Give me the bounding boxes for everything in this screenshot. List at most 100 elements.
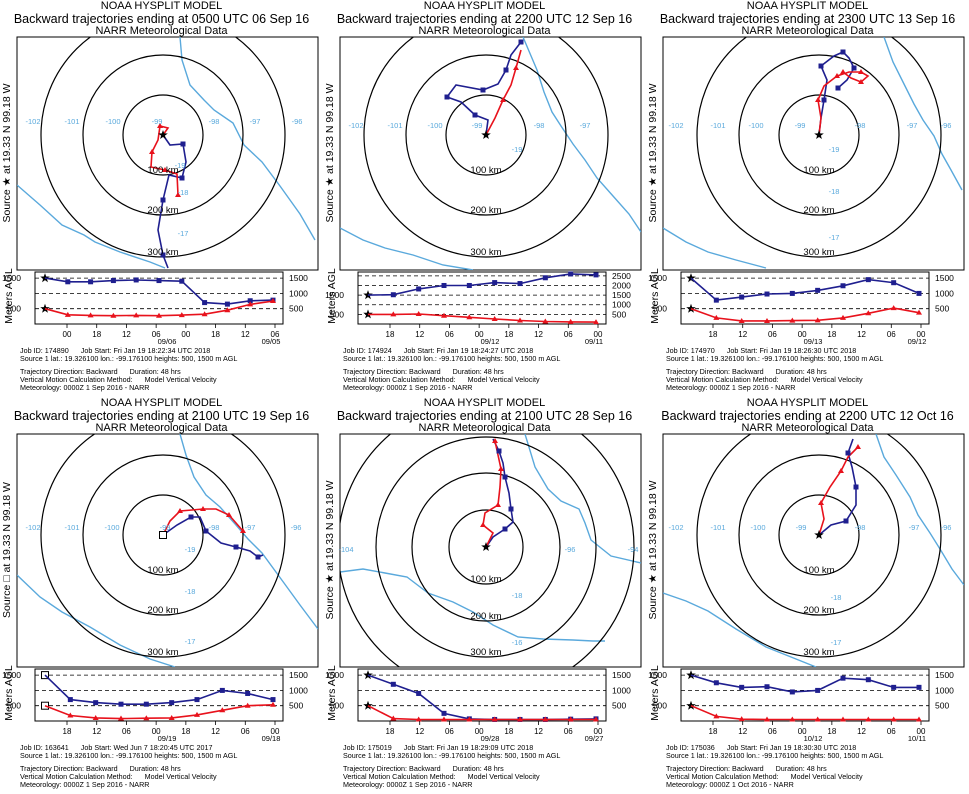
trajectory-marker <box>789 689 795 695</box>
trajectory-marker <box>270 298 276 304</box>
source-star-icon <box>814 130 824 139</box>
trajectory-marker <box>156 278 162 284</box>
river-line <box>663 227 767 269</box>
job-info: Job ID: 175019 Job Start: Fri Jan 19 18:2… <box>343 744 643 789</box>
source-info-line: Source 1 lat.: 19.326100 lon.: -99.17610… <box>343 751 561 760</box>
job-info: Job ID: 163641 Job Start: Wed Jun 7 18:20… <box>20 744 320 789</box>
chart-title: Backward trajectories ending at 0500 UTC… <box>13 12 310 26</box>
job-info: Job ID: 175036 Job Start: Fri Jan 19 18:3… <box>666 744 966 789</box>
source-star-icon <box>686 303 696 313</box>
trajectory-marker <box>472 112 478 118</box>
river-line <box>883 37 963 191</box>
time-tick-label: 18 <box>211 330 220 339</box>
source-star-icon <box>363 700 373 710</box>
trajectory-marker <box>491 315 498 321</box>
longitude-label: -96 <box>941 523 952 532</box>
date-label: 09/19 <box>158 734 177 743</box>
ring-label: 300 km <box>147 247 178 258</box>
source-info-line: Source 1 lat.: 19.326100 lon.: -99.17610… <box>343 354 561 363</box>
map-layer <box>663 434 964 667</box>
vertical-method: Vertical Motion Calculation Method: <box>20 772 133 781</box>
trajectory-marker <box>390 681 396 687</box>
river-line <box>17 184 166 269</box>
job-start: Job Start: Fri Jan 19 18:24:27 UTC 2018 <box>403 346 534 355</box>
vertical-method: Vertical Motion Calculation Method: <box>20 375 133 384</box>
trajectory-marker <box>110 278 116 284</box>
job-start: Job Start: Fri Jan 19 18:29:09 UTC 2018 <box>403 743 534 752</box>
ring-label: 300 km <box>470 247 501 258</box>
vertical-method: Vertical Motion Calculation Method: <box>343 375 456 384</box>
distance-ring <box>448 509 524 585</box>
latitude-label: -17 <box>185 637 196 646</box>
time-tick-label: 18 <box>709 727 718 736</box>
trajectory-marker <box>502 526 508 532</box>
trajectory-marker <box>738 317 745 323</box>
trajectory-marker <box>133 312 140 318</box>
map-layer <box>663 37 963 269</box>
source-info-line: Source 1 lat.: 19.326100 lon.: -99.17610… <box>666 751 884 760</box>
source-info-line: Source 1 lat.: 19.326100 lon.: -99.17610… <box>666 354 884 363</box>
trajectory-marker <box>568 271 574 277</box>
date-label: 09/11 <box>585 337 603 346</box>
time-tick-label: 06 <box>445 727 454 736</box>
height-tick-left: 500 <box>653 701 667 711</box>
trajectory-marker <box>814 716 821 722</box>
trajectory-marker <box>93 700 99 706</box>
vertical-method-value: Model Vertical Velocity <box>467 375 540 384</box>
trajectory-marker <box>491 716 498 722</box>
high-trajectory-path <box>445 41 522 136</box>
source-star-icon <box>40 273 50 283</box>
job-id: Job ID: 174924 <box>343 346 392 355</box>
longitude-label: -99 <box>472 121 483 130</box>
trajectory-chart: 100 km 200 km 300 km -102 -101 -100 -99 -98 -97 -… <box>325 36 642 346</box>
job-id: Job ID: 175019 <box>343 743 392 752</box>
river-line <box>340 568 605 642</box>
height-plot-frame <box>680 668 930 722</box>
trajectory-marker <box>845 450 851 456</box>
trajectory-marker <box>133 277 139 283</box>
longitude-label: -97 <box>250 117 261 126</box>
meteo-subtitle: NARR Meteorological Data <box>741 422 874 434</box>
trajectory-marker <box>219 707 226 713</box>
trajectory-marker <box>226 512 232 517</box>
trajectory-marker <box>738 716 745 722</box>
vertical-method: Vertical Motion Calculation Method: <box>343 772 456 781</box>
height-tick-right: 500 <box>612 309 626 319</box>
time-tick-label: 00 <box>594 727 603 736</box>
longitude-label: -102 <box>348 121 363 130</box>
trajectory-marker <box>502 474 508 480</box>
trajectory-marker <box>390 715 397 721</box>
height-plot-frame <box>357 668 607 722</box>
direction-line: Trajectory Direction: Backward Duration: … <box>343 765 643 773</box>
model-title: NOAA HYSPLIT MODEL <box>100 397 223 409</box>
direction: Trajectory Direction: Backward <box>20 764 118 773</box>
duration: Duration: 48 hrs <box>452 367 504 376</box>
trajectory-marker <box>542 716 549 722</box>
trajectory-marker <box>593 319 599 325</box>
time-tick-label: 06 <box>564 727 573 736</box>
trajectory-marker <box>162 167 168 172</box>
source-star-icon <box>158 130 168 139</box>
duration: Duration: 48 hrs <box>129 764 181 773</box>
distance-ring <box>405 54 567 216</box>
chart-title: Backward trajectories ending at 2200 UTC… <box>661 409 954 423</box>
meteorology-line: Meteorology: 0000Z 1 Sep 2016 - NARR <box>20 780 150 789</box>
trajectory-marker <box>415 310 422 316</box>
height-tick-right: 500 <box>289 701 303 711</box>
trajectory-marker <box>518 39 524 45</box>
height-tick-right: 1000 <box>289 288 308 298</box>
trajectory-marker <box>194 697 200 703</box>
trajectory-marker <box>916 716 922 722</box>
ring-label: 100 km <box>470 574 501 585</box>
trajectory-marker <box>492 280 498 286</box>
trajectory-marker <box>865 310 872 316</box>
direction: Trajectory Direction: Backward <box>666 764 764 773</box>
distance-ring <box>411 472 561 622</box>
ring-label: 300 km <box>147 647 178 658</box>
job-info-line: Job ID: 174970 Job Start: Fri Jan 19 18:2… <box>666 347 966 355</box>
chart-title: Backward trajectories ending at 2100 UTC… <box>13 409 310 423</box>
job-info: Job ID: 174970 Job Start: Fri Jan 19 18:2… <box>666 347 966 392</box>
ring-label: 100 km <box>147 165 178 176</box>
distance-ring <box>122 494 204 576</box>
